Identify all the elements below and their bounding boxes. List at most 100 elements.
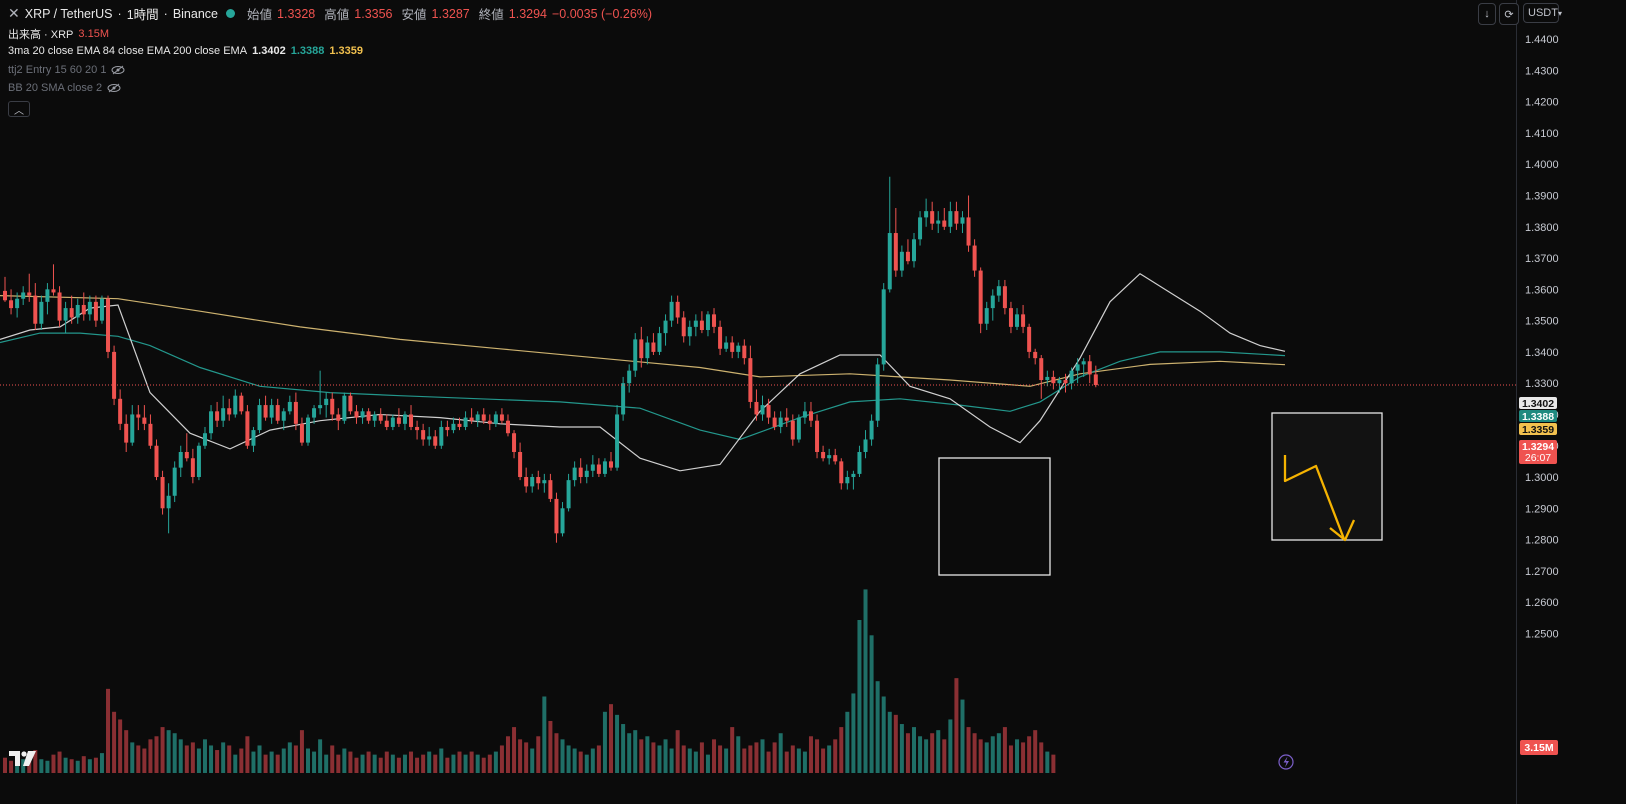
candle [924,198,929,227]
consolidation-box[interactable] [938,457,1051,576]
candle [881,283,886,371]
candle [336,408,341,431]
projection-box[interactable] [1271,412,1383,541]
candle [1015,308,1020,330]
volume-bar [924,739,929,773]
volume-bar [948,719,953,773]
candle [724,336,729,352]
volume-bar [699,742,704,773]
candle [560,502,565,537]
volume-bar [1002,727,1007,773]
candle [984,301,989,330]
ema20-value: 1.3402 [252,45,286,57]
lightning-icon[interactable] [1278,754,1294,770]
close-symbol-icon[interactable]: ✕ [8,5,20,21]
candle [451,417,456,434]
price-axis: 1.45001.44001.43001.42001.41001.40001.39… [1525,3,1559,641]
candle [572,461,577,487]
volume-bar [409,751,414,773]
volume-bar [978,739,983,773]
volume-bar [669,748,674,773]
volume-bar [9,760,14,773]
volume-bar [657,745,662,773]
volume-bar [112,711,117,773]
currency-select[interactable]: USDT ▾ [1523,3,1562,23]
candle [1063,373,1068,393]
volume-bar [802,751,807,773]
candle [699,311,704,334]
volume-bar [548,720,553,773]
volume-bar [251,751,256,773]
candle [372,411,377,427]
candle [863,430,868,459]
volume-bar [990,736,995,773]
refresh-button[interactable]: ⟳ [1499,3,1519,25]
change-value: −0.0035 (−0.26%) [552,6,653,21]
volume-bar [996,733,1001,773]
candle [427,426,432,446]
volume-bar [869,635,874,773]
candle [402,411,407,431]
volume-bar [336,754,341,773]
candle [827,448,832,465]
candle [760,395,765,421]
down-arrow-annotation[interactable] [1283,455,1356,542]
candle [245,405,250,449]
candle [566,473,571,512]
volume-bar [602,711,607,773]
candle [869,414,874,446]
volume-bar [493,751,498,773]
candle [324,392,329,418]
volume-bar [954,678,959,773]
candle [966,195,971,252]
volume-bar [130,742,135,773]
candle [996,279,1001,302]
volume-bar [724,748,729,773]
volume-indicator-label: 出来高 · XRP [8,29,74,41]
volume-bar [457,751,462,773]
symbol-name[interactable]: XRP / TetherUS [24,6,113,21]
candle [948,201,953,234]
candle [663,314,668,346]
volume-bar [742,748,747,773]
volume-bar [821,748,826,773]
tradingview-logo[interactable] [8,748,38,768]
download-button[interactable]: ↓ [1478,3,1496,25]
open-label: 始値 [247,8,273,22]
volume-bar [39,759,44,773]
collapse-legend-button[interactable]: ︿ [8,101,30,117]
candle [1093,365,1098,388]
volume-bar [184,745,189,773]
volume-bar [881,696,886,773]
symbol-row[interactable]: ✕ XRP / TetherUS · 1時間 · Binance 始値 1.332… [8,5,653,22]
candle [421,423,426,446]
volume-bar [366,751,371,773]
candle [596,458,601,478]
volume-bar [1008,745,1013,773]
candle [348,392,353,415]
volume-bar [384,751,389,773]
volume-bar [512,727,517,773]
candle [766,398,771,424]
candle [487,414,492,431]
ma-indicator-row[interactable]: 3ma 20 close EMA 84 close EMA 200 close … [8,45,363,57]
candle [275,398,280,424]
price-tick-label: 1.4200 [1525,97,1559,109]
volume-indicator-row[interactable]: 出来高 · XRP 3.15M [8,26,109,42]
volume-bar [87,759,92,773]
volume-bar [202,739,207,773]
chevron-down-icon: ▾ [1557,8,1562,18]
hidden-eye-icon[interactable] [111,65,125,75]
entry-indicator-row[interactable]: ttj2 Entry 15 60 20 1 [8,64,125,76]
bb-indicator-row[interactable]: BB 20 SMA close 2 [8,82,121,94]
volume-bar [257,745,262,773]
volume-bar [51,754,56,773]
volume-bar [221,742,226,773]
price-tick-label: 1.4400 [1525,34,1559,46]
hidden-eye-icon[interactable] [107,83,121,93]
candle [257,398,262,434]
volume-bar [287,742,292,773]
interval[interactable]: 1時間 [126,8,159,22]
candle [415,420,420,440]
